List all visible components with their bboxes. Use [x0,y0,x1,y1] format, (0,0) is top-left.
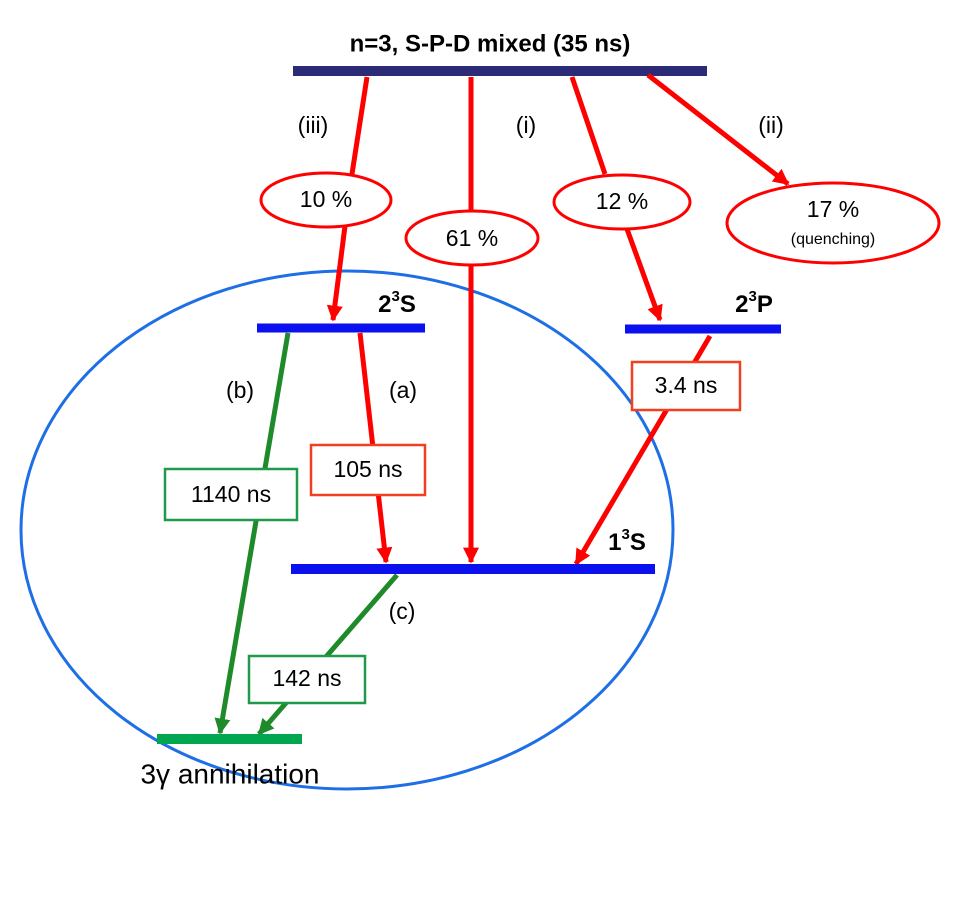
branch-tag: (i) [516,112,536,138]
branch-tag: (ii) [758,112,784,138]
level-label: 23P [735,288,773,318]
level-label: 13S [608,526,646,556]
lifetime-box [309,443,427,497]
level-term: S [630,529,646,556]
top-level-label: n=3, S-P-D mixed (35 ns) [350,30,631,57]
arrow [214,332,291,735]
lifetime: 3.4 ns [655,372,718,398]
arrow [624,228,663,322]
level-sup: 3 [392,288,400,305]
level-n: 2 [735,291,748,318]
level-n: 1 [608,529,621,556]
level-n: 2 [378,291,391,318]
branch-fraction: 61 % [446,225,498,251]
level-sup: 3 [622,526,630,543]
lifetime-box [630,360,742,412]
lifetime: 142 ns [272,665,341,691]
branch-fraction: 12 % [596,188,648,214]
arrow [257,573,399,736]
branch-note: (quenching) [791,231,876,248]
fraction-ellipse [259,171,393,229]
decay-tag: (b) [226,377,254,403]
lifetime-box [163,467,299,522]
decay-tag: (a) [389,377,417,403]
region-circle [19,269,675,791]
arrow [569,76,608,175]
level-term: P [757,291,773,318]
level-term: S [400,291,416,318]
arrow [349,76,370,175]
fraction-ellipse [404,209,540,267]
final-state: 3γ annihilation [140,758,319,789]
arrow [326,225,348,322]
branch-fraction: 10 % [300,186,352,212]
level-label: 23S [378,288,416,318]
lifetime-box [247,654,367,705]
branch-tag: (iii) [298,112,329,138]
lifetime: 105 ns [333,456,402,482]
arrow [646,73,790,186]
lifetime: 1140 ns [191,481,271,507]
decay-tag: (c) [389,598,416,624]
fraction-ellipse [725,181,941,265]
level-sup: 3 [749,288,757,305]
branch-fraction: 17 % [807,196,859,222]
fraction-ellipse [552,173,692,231]
